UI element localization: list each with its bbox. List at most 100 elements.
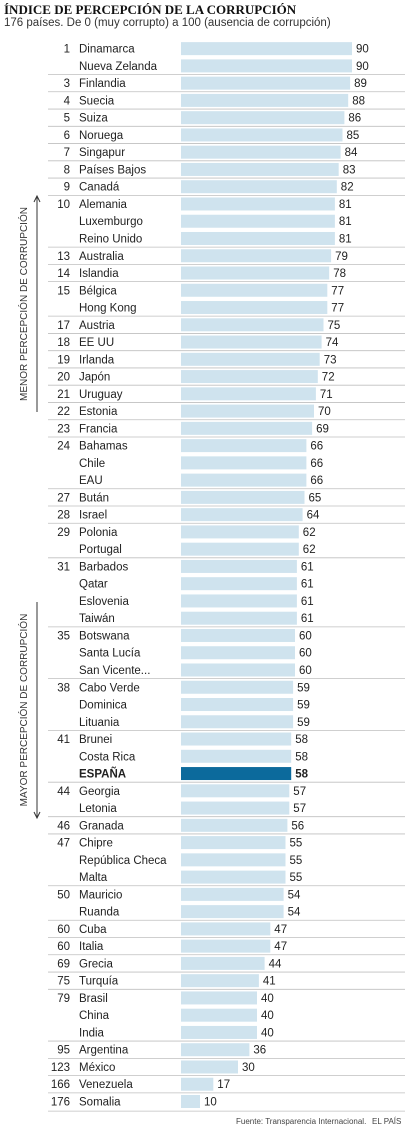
bar xyxy=(181,698,294,712)
value-label: 66 xyxy=(310,458,323,470)
rank-label: 50 xyxy=(57,889,70,901)
country-label: Países Bajos xyxy=(79,164,146,176)
rank-label: 123 xyxy=(51,1062,70,1074)
bar xyxy=(181,162,339,176)
bar xyxy=(181,680,294,694)
bar xyxy=(181,1025,257,1039)
country-label: Barbados xyxy=(79,561,128,573)
country-label: Grecia xyxy=(79,958,113,970)
value-label: 77 xyxy=(331,285,344,297)
country-label: Hong Kong xyxy=(79,303,137,315)
value-label: 69 xyxy=(316,423,329,435)
rank-label: 176 xyxy=(51,1096,70,1108)
bar xyxy=(181,42,352,56)
country-label: Islandia xyxy=(79,268,119,280)
bar xyxy=(181,214,335,228)
value-label: 88 xyxy=(352,95,365,107)
country-label: Canadá xyxy=(79,182,120,194)
value-label: 17 xyxy=(217,1079,230,1091)
country-label: Irlanda xyxy=(79,354,115,366)
value-label: 62 xyxy=(303,544,316,556)
bar xyxy=(181,231,335,245)
bar xyxy=(181,1008,257,1022)
country-label: Bahamas xyxy=(79,441,128,453)
country-label: Santa Lucía xyxy=(79,648,141,660)
rank-label: 18 xyxy=(57,337,70,349)
value-label: 61 xyxy=(301,561,314,573)
side-axis-label: MENOR PERCEPCIÓN DE CORRUPCIÓN xyxy=(17,207,30,401)
country-label: Alemania xyxy=(79,199,128,211)
bar xyxy=(181,767,292,781)
country-label: EE UU xyxy=(79,337,114,349)
value-label: 83 xyxy=(343,164,356,176)
value-label: 61 xyxy=(301,579,314,591)
country-label: Dominica xyxy=(79,700,128,712)
rank-label: 21 xyxy=(57,389,70,401)
bar xyxy=(181,887,284,901)
bar xyxy=(181,922,271,936)
rank-label: 44 xyxy=(57,786,70,798)
rank-label: 46 xyxy=(57,820,70,832)
rank-label: 28 xyxy=(57,510,70,522)
value-label: 57 xyxy=(293,803,306,815)
bar xyxy=(181,370,318,384)
rank-label: 10 xyxy=(57,199,70,211)
country-label: Singapur xyxy=(79,147,125,159)
bar xyxy=(181,715,294,729)
value-label: 64 xyxy=(307,510,320,522)
value-label: 58 xyxy=(295,734,308,746)
rank-label: 19 xyxy=(57,354,70,366)
bar xyxy=(181,646,295,660)
arrow-up-icon xyxy=(33,194,41,203)
country-label: India xyxy=(79,1027,105,1039)
value-label: 72 xyxy=(322,372,335,384)
bar xyxy=(181,180,337,194)
rank-label: 20 xyxy=(57,372,70,384)
country-label: Cabo Verde xyxy=(79,682,140,694)
country-label: Brunei xyxy=(79,734,112,746)
rank-label: 15 xyxy=(57,285,70,297)
country-label: Cuba xyxy=(79,924,107,936)
bar xyxy=(181,93,349,107)
bar xyxy=(181,525,299,539)
value-label: 90 xyxy=(356,44,369,56)
rank-label: 69 xyxy=(57,958,70,970)
country-label: San Vicente... xyxy=(79,665,150,677)
bar xyxy=(181,1060,238,1074)
value-label: 65 xyxy=(309,492,322,504)
value-label: 79 xyxy=(335,251,348,263)
value-label: 82 xyxy=(341,182,354,194)
side-axis-label: MAYOR PERCEPCIÓN DE CORRUPCIÓN xyxy=(17,614,30,807)
bar xyxy=(181,749,292,763)
value-label: 66 xyxy=(310,441,323,453)
country-label: Granada xyxy=(79,820,124,832)
country-label: Suecia xyxy=(79,95,115,107)
value-label: 44 xyxy=(269,958,282,970)
country-label: Australia xyxy=(79,251,124,263)
bar xyxy=(181,352,320,366)
bar xyxy=(181,870,286,884)
value-label: 59 xyxy=(297,682,310,694)
bar xyxy=(181,283,328,297)
bar xyxy=(181,991,257,1005)
value-label: 55 xyxy=(290,855,303,867)
country-label: Eslovenia xyxy=(79,596,129,608)
country-label: Turquía xyxy=(79,976,119,988)
bar xyxy=(181,111,345,125)
value-label: 40 xyxy=(261,993,274,1005)
rank-label: 3 xyxy=(64,78,70,90)
value-label: 36 xyxy=(253,1045,266,1057)
country-label: Noruega xyxy=(79,130,124,142)
bar xyxy=(181,594,297,608)
bar xyxy=(181,145,341,159)
value-label: 89 xyxy=(354,78,367,90)
bar xyxy=(181,939,271,953)
country-label: ESPAÑA xyxy=(79,768,126,781)
bar xyxy=(181,956,265,970)
bar xyxy=(181,197,335,211)
value-label: 55 xyxy=(290,838,303,850)
rank-label: 166 xyxy=(51,1079,70,1091)
value-label: 30 xyxy=(242,1062,255,1074)
value-label: 86 xyxy=(348,113,361,125)
bar xyxy=(181,559,297,573)
